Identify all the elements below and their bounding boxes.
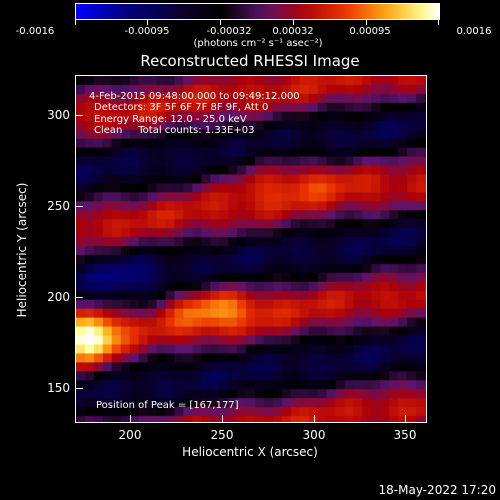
colorbar-tick-label: -0.0016 bbox=[15, 26, 55, 37]
colorbar bbox=[75, 3, 440, 20]
colorbar-tick-label: 0.0016 bbox=[456, 26, 492, 37]
colorbar-units: (photons cm⁻² s⁻¹ asec⁻²) bbox=[193, 38, 323, 49]
colorbar-tick bbox=[147, 20, 148, 25]
colorbar-tick-label: -0.00095 bbox=[124, 26, 170, 37]
colorbar-tick-label: -0.00032 bbox=[206, 26, 252, 37]
detectors-annotation: Detectors: 3F 5F 6F 7F 8F 9F, Att 0 bbox=[94, 102, 269, 113]
x-tick-label: 250 bbox=[210, 428, 234, 442]
colorbar-tick bbox=[220, 20, 221, 25]
rhessi-image bbox=[76, 76, 426, 422]
x-tick-label: 200 bbox=[118, 428, 142, 442]
peak-position-annotation: Position of Peak = [167,177] bbox=[96, 400, 239, 411]
x-tick-mark bbox=[130, 415, 131, 422]
y-tick-label: 250 bbox=[47, 199, 70, 213]
time-range-annotation: 4-Feb-2015 09:48:00.000 to 09:49:12.000 bbox=[89, 91, 300, 102]
x-axis-label: Heliocentric X (arcsec) bbox=[182, 445, 318, 459]
y-tick-mark bbox=[76, 297, 83, 298]
clean-annotation: Clean Total counts: 1.33E+03 bbox=[94, 125, 255, 136]
colorbar-tick-label: 0.00095 bbox=[349, 26, 391, 37]
x-tick-label: 350 bbox=[393, 428, 417, 442]
x-tick-mark bbox=[314, 415, 315, 422]
image-plot-area: 4-Feb-2015 09:48:00.000 to 09:49:12.000 … bbox=[75, 75, 427, 423]
y-tick-label: 200 bbox=[47, 290, 70, 304]
plot-title: Reconstructed RHESSI Image bbox=[140, 52, 360, 70]
timestamp: 18-May-2022 17:20 bbox=[378, 483, 496, 497]
x-tick-mark bbox=[222, 415, 223, 422]
y-tick-mark bbox=[76, 206, 83, 207]
y-tick-label: 150 bbox=[47, 381, 70, 395]
colorbar-tick bbox=[293, 20, 294, 25]
energy-annotation: Energy Range: 12.0 - 25.0 keV bbox=[94, 114, 247, 125]
colorbar-tick bbox=[438, 20, 439, 25]
y-tick-label: 300 bbox=[47, 108, 70, 122]
y-axis-label: Heliocentric Y (arcsec) bbox=[15, 182, 29, 318]
colorbar-tick bbox=[366, 20, 367, 25]
x-tick-mark bbox=[405, 415, 406, 422]
y-tick-mark bbox=[76, 115, 83, 116]
colorbar-tick-label: 0.00032 bbox=[272, 26, 314, 37]
x-tick-label: 300 bbox=[302, 428, 326, 442]
colorbar-tick bbox=[75, 20, 76, 25]
y-tick-mark bbox=[76, 388, 83, 389]
